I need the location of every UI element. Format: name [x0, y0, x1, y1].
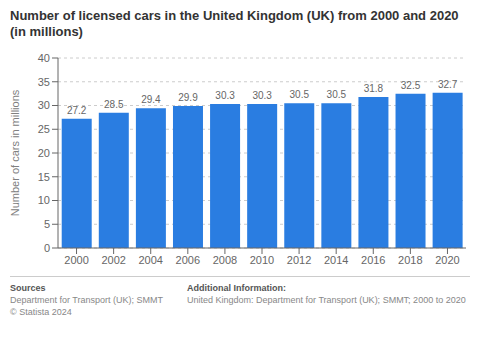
html-text:Sources: Sources [10, 283, 46, 293]
svg-text:30.3: 30.3 [215, 90, 235, 101]
svg-text:2012: 2012 [287, 254, 311, 266]
svg-text:28.5: 28.5 [104, 99, 124, 110]
html-text:Additional Information:: Additional Information: [187, 283, 286, 293]
svg-text:0: 0 [44, 242, 50, 254]
svg-text:2000: 2000 [64, 254, 88, 266]
svg-text:2016: 2016 [361, 254, 385, 266]
svg-text:25: 25 [38, 123, 50, 135]
html-text:Department for Transport (UK);: Department for Transport (UK); SMMT [10, 295, 163, 305]
svg-text:35: 35 [38, 76, 50, 88]
html-text:© Statista 2024: © Statista 2024 [10, 307, 72, 317]
svg-text:2018: 2018 [398, 254, 422, 266]
svg-text:31.8: 31.8 [364, 83, 384, 94]
svg-text:2014: 2014 [324, 254, 348, 266]
svg-text:20: 20 [38, 147, 50, 159]
html-text:Number of licensed cars in the: Number of licensed cars in the United Ki… [10, 8, 459, 39]
svg-text:2006: 2006 [176, 254, 200, 266]
svg-text:30.5: 30.5 [327, 89, 347, 100]
svg-text:32.7: 32.7 [438, 79, 458, 90]
svg-text:2004: 2004 [138, 254, 162, 266]
svg-text:2002: 2002 [101, 254, 125, 266]
svg-text:2020: 2020 [435, 254, 459, 266]
svg-text:2010: 2010 [250, 254, 274, 266]
svg-text:15: 15 [38, 171, 50, 183]
svg-text:29.9: 29.9 [178, 92, 198, 103]
svg-text:5: 5 [44, 218, 50, 230]
svg-text:40: 40 [38, 52, 50, 64]
svg-text:27.2: 27.2 [67, 105, 87, 116]
svg-text:Number of cars in millions: Number of cars in millions [9, 89, 21, 216]
svg-text:30.5: 30.5 [290, 89, 310, 100]
svg-text:32.5: 32.5 [401, 80, 421, 91]
svg-text:30.3: 30.3 [252, 90, 272, 101]
svg-text:10: 10 [38, 194, 50, 206]
svg-text:2008: 2008 [213, 254, 237, 266]
svg-text:30: 30 [38, 99, 50, 111]
svg-text:29.4: 29.4 [141, 94, 161, 105]
html-text:United Kingdom: Department for: United Kingdom: Department for Transport… [187, 295, 466, 305]
